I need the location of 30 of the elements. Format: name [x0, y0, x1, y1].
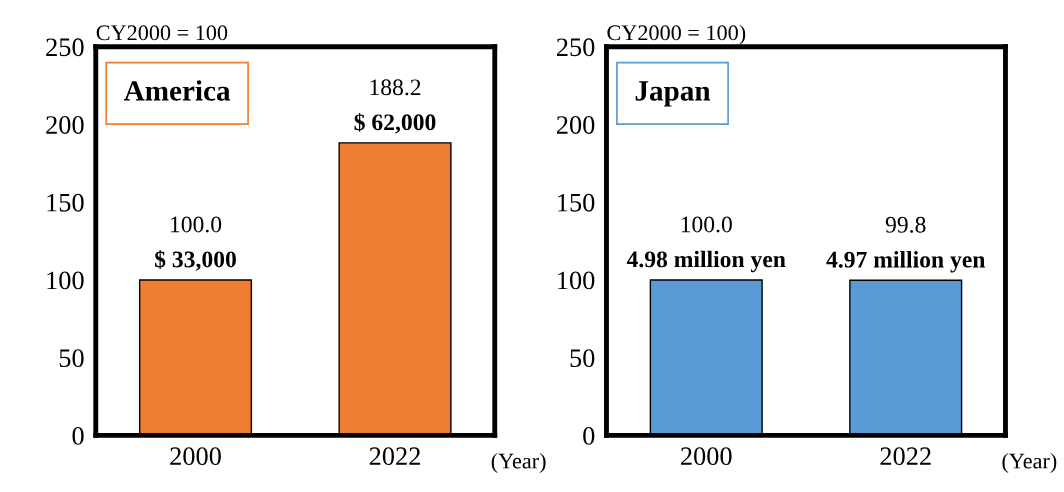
y-tick-label: 100 [558, 271, 595, 290]
y-tick-label: 200 [556, 116, 595, 134]
chart-subtitle: CY2000 = 100 [96, 25, 228, 41]
data-label: 188.2 [370, 79, 421, 96]
y-tick-label: 100 [47, 271, 84, 290]
y-tick-label: 0 [72, 427, 84, 445]
annotation: $ 62,000 [354, 112, 436, 134]
x-axis-title: (Year) [1002, 452, 1057, 474]
data-label: 100.0 [171, 216, 222, 233]
x-tick-label: 2022 [880, 447, 931, 466]
x-tick-label: 2022 [369, 447, 420, 466]
x-tick-label: 2000 [170, 447, 221, 466]
x-tick-label: 2000 [681, 447, 732, 466]
data-label: 99.8 [885, 216, 926, 233]
y-tick-label: 150 [558, 193, 595, 212]
x-axis-title: (Year) [491, 452, 546, 474]
text: Japan [635, 81, 711, 107]
annotation: 4.97 million yen [826, 251, 986, 273]
annotation: 4.98 million yen [626, 250, 786, 273]
y-tick-label: 250 [46, 38, 84, 57]
annotation: $ 33,000 [155, 250, 236, 271]
data-label: 100.0 [681, 216, 732, 233]
y-tick-label: 50 [570, 349, 595, 368]
y-tick-label: 250 [556, 38, 595, 57]
y-tick-label: 150 [47, 193, 84, 212]
y-tick-label: 50 [59, 349, 84, 368]
text: America [123, 80, 231, 101]
y-tick-label: 0 [583, 427, 595, 445]
y-tick-label: 200 [46, 116, 84, 134]
chart-subtitle: CY2000 = 100) [607, 24, 746, 45]
